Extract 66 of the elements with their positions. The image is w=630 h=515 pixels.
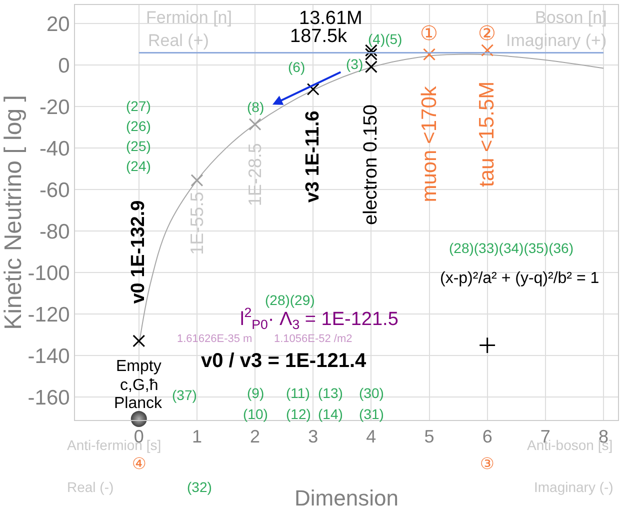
y-axis-title: Kinetic Neutrino [ log ] xyxy=(0,95,27,330)
point xyxy=(306,83,320,96)
annotation: (x-p)²/a² + (y-q)²/b² = 1 xyxy=(440,270,600,287)
annotation: 187.5k xyxy=(290,26,348,47)
y-tick-label: -20 xyxy=(39,96,70,120)
y-tick-label: -160 xyxy=(28,386,70,410)
y-tick-label: -140 xyxy=(28,345,70,368)
annotation: electron 0.150 xyxy=(360,104,382,225)
x-tick-label: 4 xyxy=(366,426,376,447)
annotation: (26) xyxy=(126,118,151,134)
annotation: v3 1E-11.6 xyxy=(302,110,324,203)
y-tick-label: -120 xyxy=(28,304,70,327)
point xyxy=(248,118,262,131)
annotation: (28)(29) xyxy=(265,292,315,308)
annotation: (8) xyxy=(247,99,264,115)
annotation: v0 1E-132.9 xyxy=(128,200,149,304)
annotation: (28)(33)(34)(35)(36) xyxy=(449,240,574,256)
annotation: (37) xyxy=(172,387,197,403)
annotation: (31) xyxy=(359,406,384,422)
annotation: (25) xyxy=(126,138,151,154)
point xyxy=(132,334,146,348)
point xyxy=(423,48,436,61)
text: ③ xyxy=(480,456,494,473)
annotation: muon <170k xyxy=(418,86,442,202)
point xyxy=(130,410,147,427)
annotation: 13.61M xyxy=(299,8,362,29)
y-tick-label: 0 xyxy=(58,54,70,78)
annotation: c,G,ħ xyxy=(120,377,158,394)
annotation: ① xyxy=(420,23,438,45)
annotation: v0 / v3 = 1E-121.4 xyxy=(201,350,368,372)
annotation: (9) xyxy=(247,385,264,401)
y-tick-label: -80 xyxy=(39,220,70,244)
annotation: (13) xyxy=(318,385,343,401)
annotation: tau <15.5M xyxy=(476,81,499,187)
annotation: ② xyxy=(478,23,496,45)
y-tick-label: -60 xyxy=(39,179,70,202)
annotation: (4)(5) xyxy=(368,31,402,47)
annotation: (14) xyxy=(318,406,343,422)
y-tick-label: 20 xyxy=(46,13,70,36)
point xyxy=(481,44,494,56)
point xyxy=(364,60,378,74)
annotation: (27) xyxy=(126,98,151,114)
annotation: Planck xyxy=(114,395,164,412)
point xyxy=(190,174,204,187)
annotation: (10) xyxy=(243,406,268,422)
annotation: (11) xyxy=(286,385,310,401)
x-tick-label: 1 xyxy=(192,426,202,447)
x-tick-label: 6 xyxy=(482,426,492,447)
y-tick-label: -40 xyxy=(39,138,70,161)
y-tick-label: -100 xyxy=(28,262,70,286)
x-tick-label: 2 xyxy=(250,426,260,447)
annotation: 1.1056E-52 /m2 xyxy=(274,333,352,345)
annotation: (30) xyxy=(359,385,384,401)
annotation: (6) xyxy=(288,59,306,75)
x-tick-label: 5 xyxy=(424,426,434,447)
annotation: (3) xyxy=(346,56,364,72)
point xyxy=(478,336,496,354)
annotation: 1.61626E-35 m xyxy=(177,333,252,345)
x-tick-label: 3 xyxy=(308,426,318,447)
annotation: Empty xyxy=(116,358,162,375)
text: (32) xyxy=(187,479,212,495)
x-axis-title: Dimension xyxy=(294,486,398,510)
annotation: (24) xyxy=(126,158,151,174)
annotation: (12) xyxy=(286,406,311,422)
point xyxy=(364,48,378,60)
text: ④ xyxy=(132,456,146,473)
